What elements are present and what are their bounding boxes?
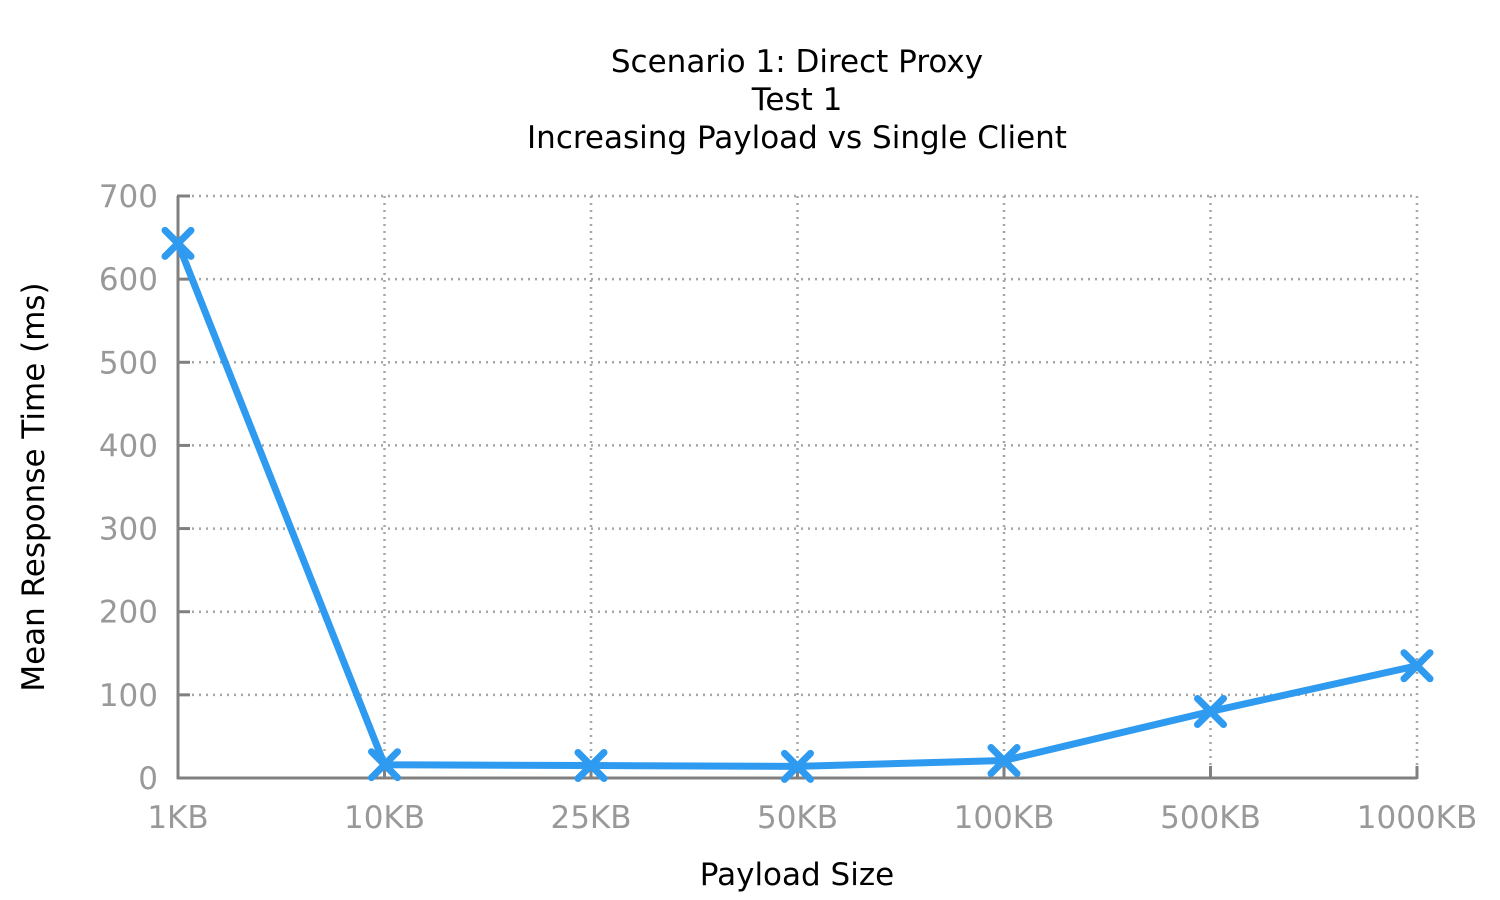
title-line-3: Increasing Payload vs Single Client — [527, 120, 1067, 156]
data-point-marker — [1194, 694, 1227, 728]
x-tick-label: 25KB — [550, 800, 631, 836]
x-tick-label: 500KB — [1160, 800, 1261, 836]
x-tick-label: 1KB — [147, 800, 208, 836]
grid — [178, 194, 1419, 778]
title-line-1: Scenario 1: Direct Proxy — [611, 44, 983, 80]
y-tick-label: 300 — [99, 512, 158, 548]
y-tick-label: 200 — [99, 595, 158, 631]
x-tick-label: 50KB — [757, 800, 838, 836]
y-tick-labels: 0 100 200 300 400 500 600 700 — [99, 179, 158, 797]
title-line-2: Test 1 — [751, 82, 843, 118]
y-tick-label: 400 — [99, 428, 158, 464]
x-axis-label: Payload Size — [700, 857, 894, 893]
y-tick-label: 0 — [138, 761, 158, 797]
data-point-marker — [781, 749, 814, 783]
x-tick-label: 100KB — [954, 800, 1055, 836]
axes — [176, 194, 1419, 780]
y-tick-label: 600 — [99, 262, 158, 298]
data-point-marker — [987, 744, 1021, 778]
data-point-marker — [161, 226, 195, 260]
data-point-marker — [574, 749, 608, 783]
x-tick-labels: 1KB 10KB 25KB 50KB 100KB 500KB 1000KB — [147, 800, 1477, 836]
x-tick-label: 10KB — [344, 800, 425, 836]
series — [161, 226, 1434, 783]
x-tick-label: 1000KB — [1357, 800, 1478, 836]
y-axis-label: Mean Response Time (ms) — [16, 282, 52, 691]
y-tick-label: 500 — [99, 345, 158, 381]
chart-title: Scenario 1: Direct Proxy Test 1 Increasi… — [527, 44, 1067, 156]
y-tick-label: 100 — [99, 678, 158, 714]
data-point-marker — [1400, 649, 1434, 683]
y-tick-label: 700 — [99, 179, 158, 215]
data-point-marker — [368, 748, 401, 782]
